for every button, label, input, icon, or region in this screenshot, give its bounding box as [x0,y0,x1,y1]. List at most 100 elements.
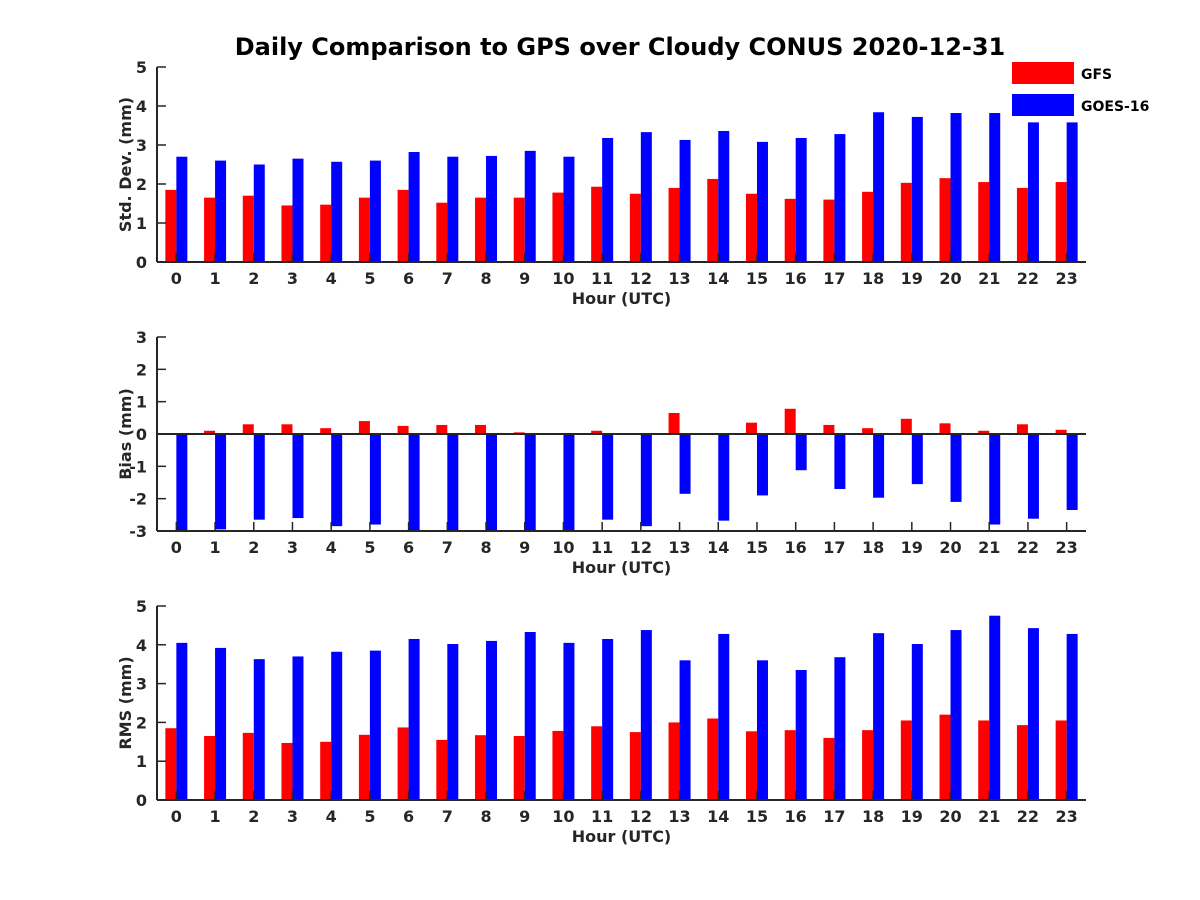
bar-goes16-bias-4 [331,434,343,527]
bar-gfs-stddev-18 [862,191,874,262]
x-tick-label-bias: 20 [939,538,961,557]
x-tick-label-rms: 6 [403,807,414,826]
series-goes16-rms [176,615,1078,800]
x-tick-label-bias: 12 [630,538,652,557]
bar-goes16-rms-23 [1066,633,1078,800]
bar-gfs-stddev-5 [358,197,370,262]
bar-goes16-rms-9 [524,632,536,800]
y-tick-label-rms: 0 [136,791,147,810]
x-tick-label-stddev: 2 [248,269,259,288]
x-tick-label-bias: 6 [403,538,414,557]
bar-goes16-rms-8 [486,640,498,800]
y-tick-label-bias: -3 [129,522,147,541]
x-tick-label-stddev: 16 [785,269,807,288]
x-tick-label-rms: 21 [978,807,1000,826]
bar-gfs-stddev-7 [436,202,448,262]
bar-gfs-bias-7 [436,424,448,434]
x-tick-label-rms: 16 [785,807,807,826]
x-tick-label-stddev: 21 [978,269,1000,288]
bar-goes16-rms-17 [834,657,846,800]
bar-gfs-stddev-20 [939,178,951,262]
bar-goes16-bias-9 [524,434,536,531]
bar-gfs-rms-4 [320,741,332,800]
x-tick-label-rms: 20 [939,807,961,826]
x-tick-label-stddev: 22 [1017,269,1039,288]
bar-gfs-bias-19 [900,418,912,434]
bar-gfs-bias-8 [475,424,487,434]
bar-gfs-stddev-17 [823,199,835,262]
series-goes16-bias [176,434,1078,531]
x-tick-label-stddev: 19 [901,269,923,288]
bar-goes16-rms-19 [911,644,923,800]
y-tick-label-bias: 1 [136,393,147,412]
bar-gfs-stddev-16 [784,198,796,262]
bar-goes16-bias-6 [408,434,420,531]
bar-goes16-rms-16 [795,670,807,800]
y-tick-label-stddev: 4 [136,97,147,116]
bar-goes16-rms-4 [331,651,343,800]
x-tick-label-bias: 17 [823,538,845,557]
bar-goes16-stddev-18 [873,112,885,263]
bar-gfs-stddev-19 [900,182,912,262]
x-tick-label-bias: 16 [785,538,807,557]
bar-gfs-rms-18 [862,730,874,800]
bar-gfs-bias-4 [320,428,332,434]
y-tick-label-bias: 2 [136,360,147,379]
bar-goes16-bias-10 [563,434,575,531]
bar-gfs-rms-19 [900,720,912,800]
bar-goes16-stddev-13 [679,139,691,262]
bar-gfs-rms-16 [784,730,796,800]
bar-goes16-rms-14 [718,633,730,800]
x-tick-label-rms: 10 [552,807,574,826]
x-tick-label-rms: 9 [519,807,530,826]
bar-goes16-stddev-1 [215,160,227,262]
x-tick-label-rms: 13 [668,807,690,826]
bar-gfs-stddev-12 [629,193,641,262]
bar-goes16-stddev-4 [331,161,343,262]
bar-goes16-bias-14 [718,434,730,521]
legend-swatch-goes16 [1012,94,1074,116]
bar-goes16-stddev-2 [253,164,265,262]
bar-gfs-rms-9 [513,735,525,800]
bar-gfs-rms-11 [591,726,603,800]
x-tick-label-stddev: 6 [403,269,414,288]
bar-goes16-bias-20 [950,434,962,502]
x-tick-label-bias: 9 [519,538,530,557]
y-tick-label-rms: 4 [136,636,147,655]
x-tick-label-rms: 4 [326,807,337,826]
bar-goes16-bias-0 [176,434,188,531]
y-tick-label-stddev: 0 [136,253,147,272]
bar-gfs-stddev-1 [204,197,216,262]
bar-goes16-stddev-10 [563,156,575,262]
y-tick-label-rms: 3 [136,675,147,694]
x-tick-label-bias: 14 [707,538,729,557]
y-tick-label-bias: -1 [129,457,147,476]
bar-goes16-stddev-6 [408,152,420,262]
bar-gfs-bias-3 [281,424,293,434]
bar-gfs-rms-23 [1055,720,1067,800]
bar-gfs-bias-13 [668,412,680,434]
bar-gfs-rms-22 [1016,725,1028,800]
bar-goes16-rms-5 [369,650,381,800]
x-tick-label-bias: 0 [171,538,182,557]
bar-goes16-stddev-20 [950,113,962,263]
bar-goes16-rms-15 [756,660,768,800]
bar-gfs-bias-17 [823,424,835,434]
bar-goes16-stddev-9 [524,150,536,262]
x-tick-label-stddev: 18 [862,269,884,288]
bar-gfs-rms-12 [629,732,641,800]
x-tick-label-rms: 0 [171,807,182,826]
x-tick-label-rms: 19 [901,807,923,826]
x-tick-label-stddev: 9 [519,269,530,288]
bar-goes16-rms-12 [640,630,652,800]
bar-gfs-rms-15 [745,731,757,800]
bar-gfs-bias-23 [1055,429,1067,434]
x-tick-label-bias: 23 [1056,538,1078,557]
x-tick-label-rms: 5 [364,807,375,826]
bar-goes16-rms-21 [989,615,1001,800]
bar-gfs-stddev-15 [745,193,757,262]
x-tick-label-bias: 19 [901,538,923,557]
